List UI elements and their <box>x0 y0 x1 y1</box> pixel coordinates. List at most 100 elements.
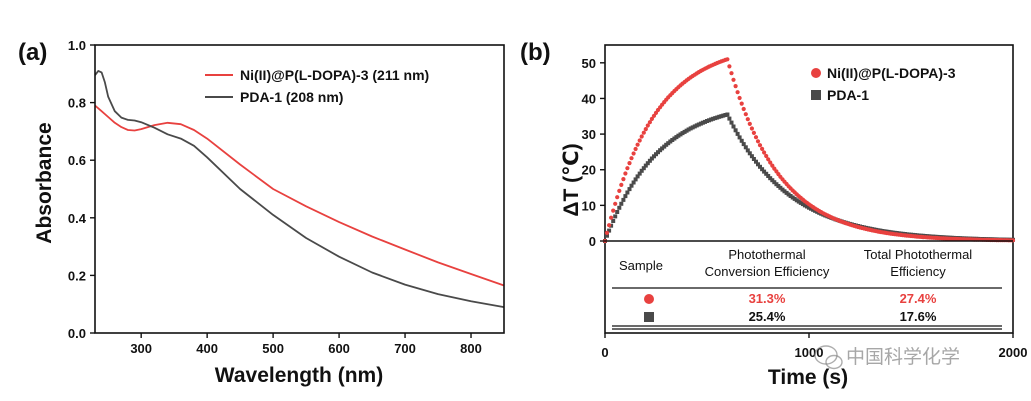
series-2-point <box>754 159 758 164</box>
series-2-point <box>656 150 660 155</box>
series-2-point <box>782 189 787 194</box>
y-tick-label: 0.4 <box>68 211 87 226</box>
x-tick-label: 600 <box>328 341 350 356</box>
series-2-point <box>621 197 626 202</box>
panel-a-y-axis-label: Absorbance <box>33 122 56 243</box>
y-tick-label: 40 <box>582 91 596 106</box>
panel-b-plot-area <box>602 57 1016 244</box>
series-1-point <box>739 101 744 106</box>
series-2-point <box>717 114 722 119</box>
series-2-point <box>758 164 762 169</box>
series-1-point <box>760 146 765 151</box>
table-header: Total Photothermal <box>864 247 973 262</box>
panel-b-legend: Ni(II)@P(L-DOPA)-3 PDA-1 <box>811 65 956 103</box>
series-2-point <box>737 135 742 140</box>
series-2-point <box>792 196 797 201</box>
x-tick-label: 400 <box>196 341 218 356</box>
y-tick-label: 0.0 <box>68 326 86 341</box>
x-tick-label: 700 <box>394 341 416 356</box>
series-2-point <box>760 167 765 172</box>
series-2-point <box>649 156 654 161</box>
watermark-text: 中国科学化学 <box>846 346 960 368</box>
table-cell-pce: 25.4% <box>749 309 786 324</box>
series-1-point <box>637 138 642 143</box>
y-tick-label: 0.6 <box>68 153 86 168</box>
series-1-point <box>639 134 644 139</box>
series-line-1 <box>94 104 505 287</box>
series-2-point <box>700 120 705 125</box>
series-2-point <box>768 176 773 181</box>
x-tick-label: 2000 <box>999 345 1028 360</box>
series-2-point <box>631 180 636 185</box>
x-tick-label: 800 <box>460 341 482 356</box>
series-2-point <box>766 174 771 178</box>
series-2-point <box>652 154 656 159</box>
series-2-point <box>721 113 726 118</box>
panel-b-x-axis-label: Time (s) <box>768 366 848 389</box>
series-1-point <box>629 156 634 161</box>
table-header: Sample <box>619 258 663 273</box>
series-2-point <box>676 133 681 138</box>
series-1-point <box>619 182 624 187</box>
series-1-point <box>741 106 746 112</box>
y-tick-label: 0.8 <box>68 96 86 111</box>
series-2-point <box>756 162 760 167</box>
series-1-point <box>623 171 628 176</box>
series-2-point <box>623 194 628 199</box>
series-2-point <box>764 171 769 176</box>
panel-a-label: (a) <box>18 39 47 66</box>
series-2-point <box>635 174 640 179</box>
series-1-point <box>751 130 757 135</box>
series-2-point <box>725 112 730 117</box>
x-tick-label: 300 <box>130 341 152 356</box>
series-2-point <box>605 233 609 238</box>
series-1-point <box>611 208 616 213</box>
y-tick-label: 0.2 <box>68 268 86 283</box>
series-2-point <box>680 131 685 136</box>
series-2-point <box>733 128 738 133</box>
series-1-point <box>627 161 632 166</box>
panel-a: (a) 300 400 500 600 700 800 0.0 0.2 0.4 0.6 0.8 1.0… <box>18 38 505 387</box>
series-1-point <box>607 223 612 228</box>
table-header: Photothermal <box>728 247 805 262</box>
series-1-point <box>625 166 630 171</box>
series-2-point <box>739 138 744 143</box>
series-2-point <box>751 157 756 161</box>
panel-a-legend: Ni(II)@P(L-DOPA)-3 (211 nm) PDA-1 (208 nm… <box>205 67 429 105</box>
series-1-point <box>633 146 638 152</box>
table-header: Efficiency <box>890 264 946 279</box>
series-1-point <box>764 153 769 159</box>
table-cell-pce: 31.3% <box>749 291 786 306</box>
legend-label-2: PDA-1 <box>827 87 869 103</box>
panel-a-x-axis-label: Wavelength (nm) <box>215 364 383 387</box>
series-2-point <box>749 154 754 159</box>
y-tick-label: 30 <box>582 127 596 142</box>
panel-a-ticks: 300 400 500 600 700 800 0.0 0.2 0.4 0.6 0.8 1.0 <box>68 38 482 356</box>
series-1-point <box>755 139 761 144</box>
series-2-point <box>643 163 648 168</box>
series-1-point <box>647 120 653 125</box>
series-1-point <box>735 90 740 95</box>
series-1-point <box>766 157 771 162</box>
panel-b-label: (b) <box>520 39 551 66</box>
series-2-point <box>778 185 783 190</box>
panel-b-ticks: 0 10 20 30 40 50 0 1000 2000 <box>582 56 1028 360</box>
series-2-point <box>707 118 711 123</box>
series-1-point <box>649 116 655 121</box>
series-2-point <box>625 190 630 195</box>
series-1-point <box>615 195 620 200</box>
series-1-point <box>631 151 636 156</box>
table-row-marker <box>644 294 654 304</box>
series-1-point <box>737 95 742 101</box>
y-tick-label: 0 <box>589 234 596 249</box>
legend-label-2: PDA-1 (208 nm) <box>240 89 343 105</box>
series-2-point <box>711 116 716 121</box>
series-2-point <box>611 219 616 223</box>
table-row-marker <box>644 312 654 322</box>
series-2-point <box>619 201 624 206</box>
series-1-point <box>617 188 622 193</box>
series-2-point <box>741 142 746 147</box>
series-2-point <box>743 145 748 150</box>
efficiency-table: Sample Photothermal Conversion Efficiency T… <box>612 247 1002 330</box>
